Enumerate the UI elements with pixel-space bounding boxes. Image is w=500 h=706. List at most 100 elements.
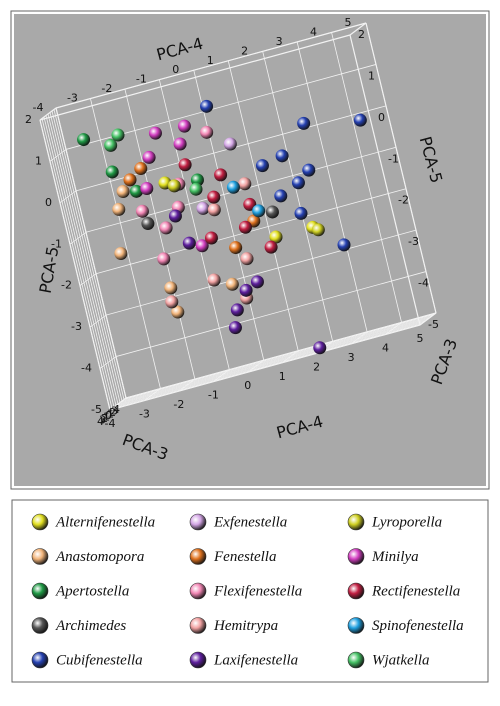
legend-swatch	[347, 651, 365, 669]
legend-swatch	[31, 582, 49, 600]
grid-line	[41, 118, 113, 409]
box-edge	[55, 107, 127, 399]
data-point	[311, 223, 325, 237]
legend-label: Rectifenestella	[371, 583, 460, 599]
legend-label: Spinofenestella	[372, 618, 464, 634]
y-tick-label: -2	[398, 194, 409, 207]
legend-swatch	[31, 651, 49, 669]
legend-label: Alternifenestella	[55, 514, 155, 530]
data-point	[238, 177, 252, 191]
y-tick-label: 0	[378, 111, 385, 124]
data-point	[142, 150, 156, 164]
grid-line	[45, 115, 117, 406]
data-point	[252, 204, 266, 218]
data-point	[141, 217, 155, 231]
x-tick-label: -2	[173, 398, 184, 411]
data-point	[112, 202, 126, 216]
data-point	[105, 165, 119, 179]
z-tick-label: 1	[103, 411, 110, 424]
data-point	[255, 159, 269, 173]
legend-swatch	[189, 651, 207, 669]
data-point	[116, 185, 130, 199]
legend-swatch	[31, 548, 49, 565]
legend-swatch	[347, 617, 365, 634]
legend-label: Wjatkella	[372, 652, 429, 668]
x-tick-label: -2	[101, 82, 112, 95]
data-point	[148, 126, 162, 140]
z-tick-label: -2	[105, 406, 116, 419]
data-point	[337, 238, 351, 252]
y-tick-label: -4	[418, 277, 429, 290]
legend-swatch	[189, 582, 207, 600]
data-point	[182, 236, 196, 250]
data-point	[238, 220, 252, 234]
z-tick-label: 4	[97, 415, 104, 428]
z-tick-label: 2	[101, 412, 108, 425]
grid-line	[53, 109, 125, 400]
x-tick-label: -4	[33, 101, 44, 114]
data-point	[265, 205, 279, 219]
grid-line	[111, 323, 423, 409]
x-tick-label: 0	[244, 379, 251, 392]
legend-label: Laxifenestella	[213, 652, 298, 668]
data-point	[223, 137, 237, 151]
y-tick-label: -4	[81, 362, 92, 375]
grid-line	[262, 51, 334, 342]
z-tick-label: 0	[105, 409, 112, 422]
y-tick-label: -5	[428, 318, 439, 331]
data-point	[195, 239, 209, 253]
grid-line	[49, 112, 121, 403]
x-tick-label: 4	[310, 25, 317, 38]
data-point	[204, 231, 218, 245]
x-tick-label: 2	[241, 44, 248, 57]
x-tick-label: 3	[276, 35, 283, 48]
data-point	[140, 182, 154, 196]
x-tick-label: -3	[67, 92, 78, 105]
grid-line	[113, 321, 425, 408]
data-point	[207, 273, 221, 287]
legend-swatch	[189, 617, 207, 634]
data-point	[275, 149, 289, 163]
grid-line	[227, 60, 299, 351]
data-point	[225, 277, 239, 291]
y-tick-label: 0	[45, 196, 52, 209]
z-tick-label: 3	[99, 414, 106, 427]
data-point	[196, 201, 210, 215]
plot-background	[14, 14, 486, 486]
data-point	[134, 162, 148, 176]
data-point	[189, 182, 203, 196]
box-edge	[365, 22, 437, 314]
grid-line	[331, 32, 402, 323]
legend-swatch	[189, 548, 207, 565]
data-point	[302, 163, 316, 177]
legend-label: Apertostella	[55, 583, 129, 599]
data-point	[226, 180, 240, 194]
plot-area: -4-4-3-3-2-2-1-1001122334455-5-5-4-4-3-3…	[25, 16, 439, 430]
data-point	[250, 275, 264, 289]
box-edge	[39, 119, 111, 411]
data-point	[159, 221, 173, 235]
y-tick-label: -1	[51, 237, 62, 250]
box-edge	[39, 107, 57, 121]
box-edge	[349, 22, 367, 36]
y-tick-label: -1	[388, 152, 399, 165]
y-tick-label: 2	[358, 28, 365, 41]
data-point	[269, 230, 283, 244]
data-point	[239, 283, 253, 297]
y-tick-label: 1	[35, 154, 42, 167]
grid-line	[296, 41, 368, 332]
legend-label: Lyroporella	[371, 514, 442, 530]
grid-line	[115, 271, 427, 357]
data-point	[294, 206, 308, 220]
box-edge	[125, 312, 437, 399]
y-tick-label: -2	[61, 279, 72, 292]
x-tick-label: 4	[382, 341, 389, 354]
box-edge	[349, 34, 421, 326]
y-tick-label: -3	[71, 320, 82, 333]
data-point	[313, 341, 327, 355]
data-point	[77, 133, 91, 147]
data-point	[229, 241, 243, 255]
grid-line	[124, 89, 196, 380]
data-point	[178, 158, 192, 172]
x-tick-label: 5	[345, 16, 352, 29]
